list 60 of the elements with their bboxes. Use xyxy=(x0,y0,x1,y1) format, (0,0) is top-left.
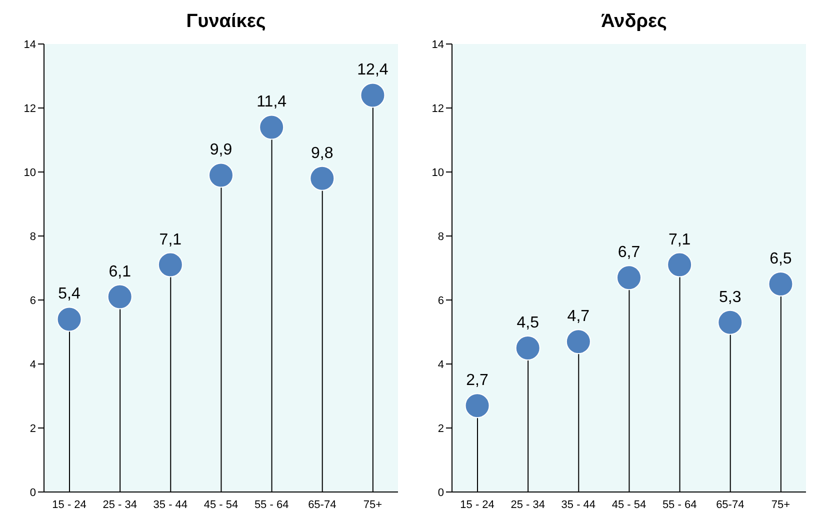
data-label: 5,4 xyxy=(58,286,81,303)
x-tick-label: 45 - 54 xyxy=(612,498,646,511)
y-tick-label: 8 xyxy=(438,230,444,243)
y-tick-label: 8 xyxy=(30,230,36,243)
y-tick-label: 0 xyxy=(30,486,36,499)
data-label: 4,5 xyxy=(516,314,540,332)
data-label: 6,5 xyxy=(770,250,792,268)
point xyxy=(616,265,642,290)
point xyxy=(464,393,490,418)
y-tick-label: 6 xyxy=(30,294,36,307)
point xyxy=(718,310,743,335)
x-tick-label: 35 - 44 xyxy=(561,498,596,511)
point xyxy=(56,306,82,332)
x-tick-label: 25 - 34 xyxy=(510,498,545,511)
data-label: 5,3 xyxy=(719,288,742,306)
x-tick-label: 15 - 24 xyxy=(52,498,86,511)
y-tick-label: 14 xyxy=(432,38,444,51)
point xyxy=(259,114,284,140)
y-tick-label: 10 xyxy=(432,166,444,179)
data-label: 7,1 xyxy=(159,231,182,248)
point xyxy=(768,272,794,296)
data-label: 7,1 xyxy=(668,231,691,248)
data-label: 9,9 xyxy=(210,142,232,159)
point xyxy=(566,329,591,354)
y-tick-label: 14 xyxy=(24,38,36,51)
y-tick-label: 4 xyxy=(438,358,444,371)
y-tick-label: 12 xyxy=(24,102,36,115)
data-label: 11,4 xyxy=(256,94,287,111)
x-tick-label: 25 - 34 xyxy=(102,498,137,511)
y-tick-label: 4 xyxy=(30,358,36,371)
x-tick-label: 65-74 xyxy=(716,498,744,511)
point xyxy=(158,252,183,278)
x-tick-label: 45 - 54 xyxy=(204,498,238,511)
x-tick-label: 75+ xyxy=(771,498,790,511)
x-tick-label: 35 - 44 xyxy=(153,498,188,511)
data-label: 9,8 xyxy=(311,144,334,162)
chart-title: Άνδρες xyxy=(600,10,668,34)
point xyxy=(208,162,234,188)
data-label: 2,7 xyxy=(466,372,489,390)
point xyxy=(515,336,540,360)
y-tick-label: 0 xyxy=(438,486,444,499)
point xyxy=(107,284,132,310)
point xyxy=(310,166,335,191)
y-tick-label: 12 xyxy=(432,102,444,115)
data-label: 6,1 xyxy=(108,263,132,280)
x-tick-label: 65-74 xyxy=(308,498,336,511)
x-tick-label: 55 - 64 xyxy=(254,498,289,511)
y-tick-label: 6 xyxy=(438,294,444,307)
y-tick-label: 2 xyxy=(438,422,444,435)
y-tick-label: 2 xyxy=(30,422,36,435)
y-tick-label: 10 xyxy=(24,166,36,179)
point xyxy=(360,82,386,108)
data-label: 4,7 xyxy=(567,308,590,326)
data-label: 12,4 xyxy=(357,62,388,79)
data-label: 6,7 xyxy=(618,244,640,262)
x-tick-label: 75+ xyxy=(363,498,382,511)
x-tick-label: 15 - 24 xyxy=(460,498,494,511)
x-tick-label: 55 - 64 xyxy=(662,498,697,511)
point xyxy=(667,252,692,278)
chart-title: Γυναίκες xyxy=(185,10,267,34)
